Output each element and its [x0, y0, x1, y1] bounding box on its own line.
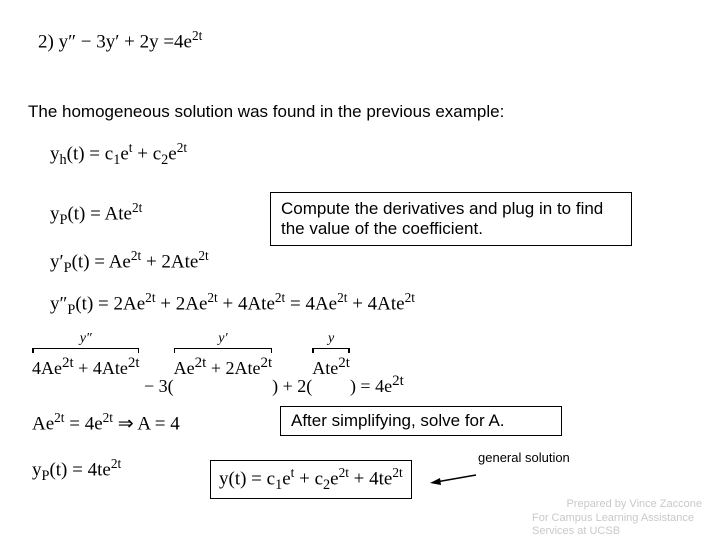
yh-expression: yh(t) = c1et + c2e2t [50, 140, 187, 169]
footer-line-2: For Campus Learning Assistance Services … [532, 512, 702, 537]
yp-double-prime-expression: y″P(t) = 2Ae2t + 2Ae2t + 4Ate2t = 4Ae2t … [50, 290, 415, 319]
solve-a-expression: Ae2t = 4e2t ⇒ A = 4 [32, 410, 180, 435]
brace-label-d0: y [312, 332, 350, 346]
brace-label-d2: y″ [32, 332, 139, 346]
note-box-simplify: After simplifying, solve for A. [280, 406, 562, 436]
yp-prime-expression: y′P(t) = Ae2t + 2Ate2t [50, 248, 209, 277]
problem-line: 2) y″ − 3y′ + 2y =4e2t [38, 28, 202, 53]
homogeneous-note: The homogeneous solution was found in th… [28, 102, 504, 122]
general-solution-box: y(t) = c1et + c2e2t + 4te2t [210, 460, 412, 499]
note-box-derivatives: Compute the derivatives and plug in to f… [270, 192, 632, 246]
substitution-equation: y″ 4Ae2t + 4Ate2t − 3( y′ Ae2t + 2Ate2t … [32, 332, 404, 379]
yp-expression: yP(t) = Ate2t [50, 200, 142, 229]
yp-final-expression: yP(t) = 4te2t [32, 456, 121, 485]
footer-line-1: Prepared by Vince Zaccone [566, 498, 702, 510]
general-solution-label: general solution [478, 450, 570, 465]
arrow-icon [430, 472, 478, 491]
brace-label-d1: y′ [174, 332, 272, 346]
